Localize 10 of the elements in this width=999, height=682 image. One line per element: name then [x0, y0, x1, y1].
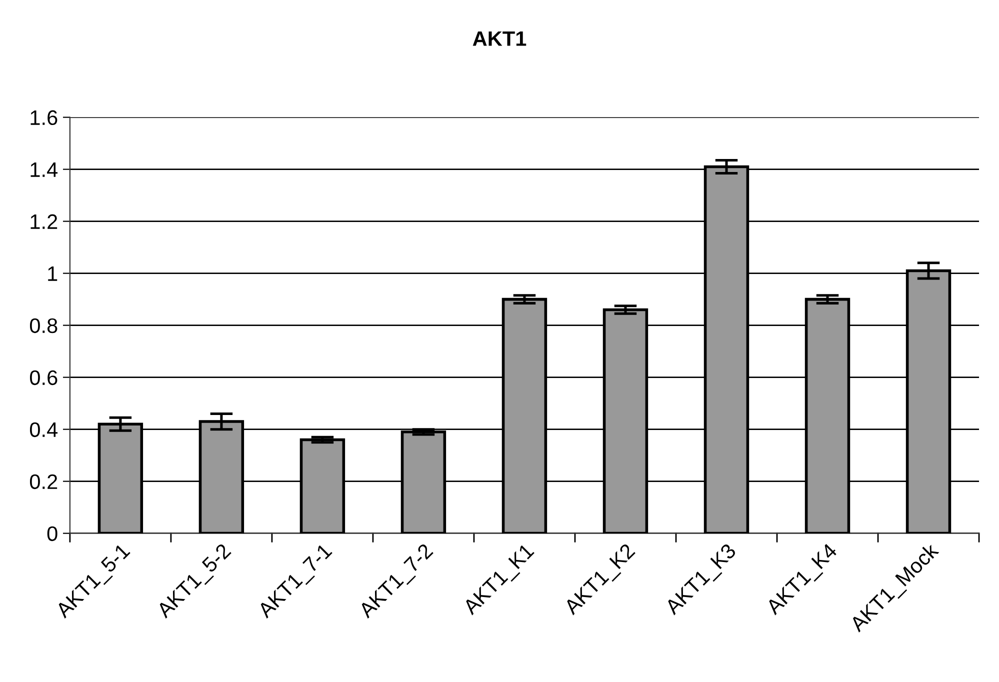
y-tick-label: 1.2 — [30, 214, 58, 229]
y-tick-label: 0.2 — [30, 474, 58, 490]
y-tick-label: 0.4 — [30, 422, 58, 438]
y-tick-label: 1.6 — [30, 110, 58, 126]
y-tick-label: 1 — [48, 266, 58, 281]
y-tick-label: 0 — [47, 526, 58, 542]
y-tick-label: 0.6 — [30, 370, 58, 386]
y-tick-label: 1.4 — [30, 162, 58, 177]
y-tick-label: 0.8 — [30, 318, 58, 334]
chart-title: AKT1 — [472, 31, 526, 46]
